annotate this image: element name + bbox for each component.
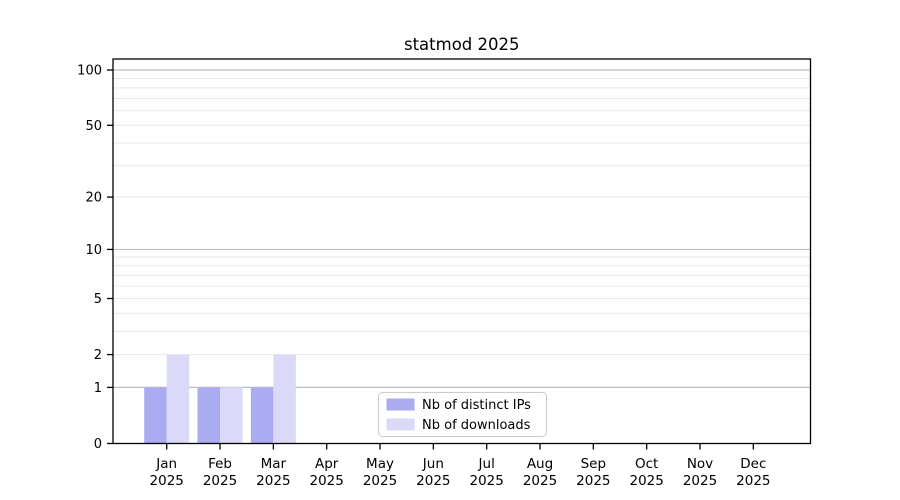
x-tick-label-month: Apr — [315, 456, 339, 472]
legend-swatch-downloads — [386, 418, 415, 431]
y-tick-label: 20 — [85, 191, 102, 206]
x-tick-label-year: 2025 — [203, 473, 237, 489]
bar-distinct-ips — [144, 387, 167, 444]
y-tick-label: 10 — [85, 243, 102, 258]
plot-frame — [112, 58, 812, 445]
y-tick-label: 0 — [94, 437, 102, 452]
x-tick-label-year: 2025 — [576, 473, 610, 489]
legend-box — [378, 392, 547, 437]
x-tick-label-month: Aug — [527, 456, 553, 472]
x-tick-label-month: Feb — [208, 456, 232, 472]
x-tick-label-year: 2025 — [310, 473, 344, 489]
legend-label-downloads: Nb of downloads — [422, 418, 531, 433]
bar-downloads — [220, 387, 243, 444]
x-tick-label-month: Jul — [478, 456, 495, 472]
x-tick-label-month: May — [366, 456, 394, 472]
x-tick-label-year: 2025 — [736, 473, 770, 489]
y-tick-label: 5 — [94, 292, 102, 307]
bar-downloads — [166, 354, 190, 444]
bar-distinct-ips — [197, 387, 221, 444]
x-tick-label-month: Jan — [155, 456, 177, 472]
x-tick-label-month: Jun — [422, 456, 444, 472]
y-tick-label: 1 — [94, 381, 102, 396]
x-tick-label-month: Sep — [581, 456, 606, 472]
x-tick-label-month: Dec — [740, 456, 766, 472]
x-tick-label-month: Mar — [261, 456, 287, 472]
x-tick-label-year: 2025 — [150, 473, 184, 489]
bar-distinct-ips — [250, 387, 274, 444]
legend-swatch-distinct-ips — [386, 398, 415, 411]
x-tick-label-year: 2025 — [629, 473, 663, 489]
x-tick-label-year: 2025 — [683, 473, 717, 489]
x-tick-label-year: 2025 — [416, 473, 450, 489]
x-tick-label-year: 2025 — [256, 473, 290, 489]
bar-downloads — [273, 354, 296, 444]
x-tick-label-year: 2025 — [470, 473, 504, 489]
chart-title: statmod 2025 — [404, 35, 520, 54]
y-tick-label: 2 — [94, 348, 102, 363]
legend-label-distinct-ips: Nb of distinct IPs — [422, 398, 531, 413]
x-tick-label-month: Oct — [635, 456, 658, 472]
y-tick-label: 50 — [85, 119, 102, 134]
y-tick-label: 100 — [77, 64, 102, 79]
x-tick-label-month: Nov — [687, 456, 713, 472]
x-tick-label-year: 2025 — [523, 473, 557, 489]
legend: Nb of distinct IPs Nb of downloads — [378, 392, 547, 437]
x-tick-label-year: 2025 — [363, 473, 397, 489]
